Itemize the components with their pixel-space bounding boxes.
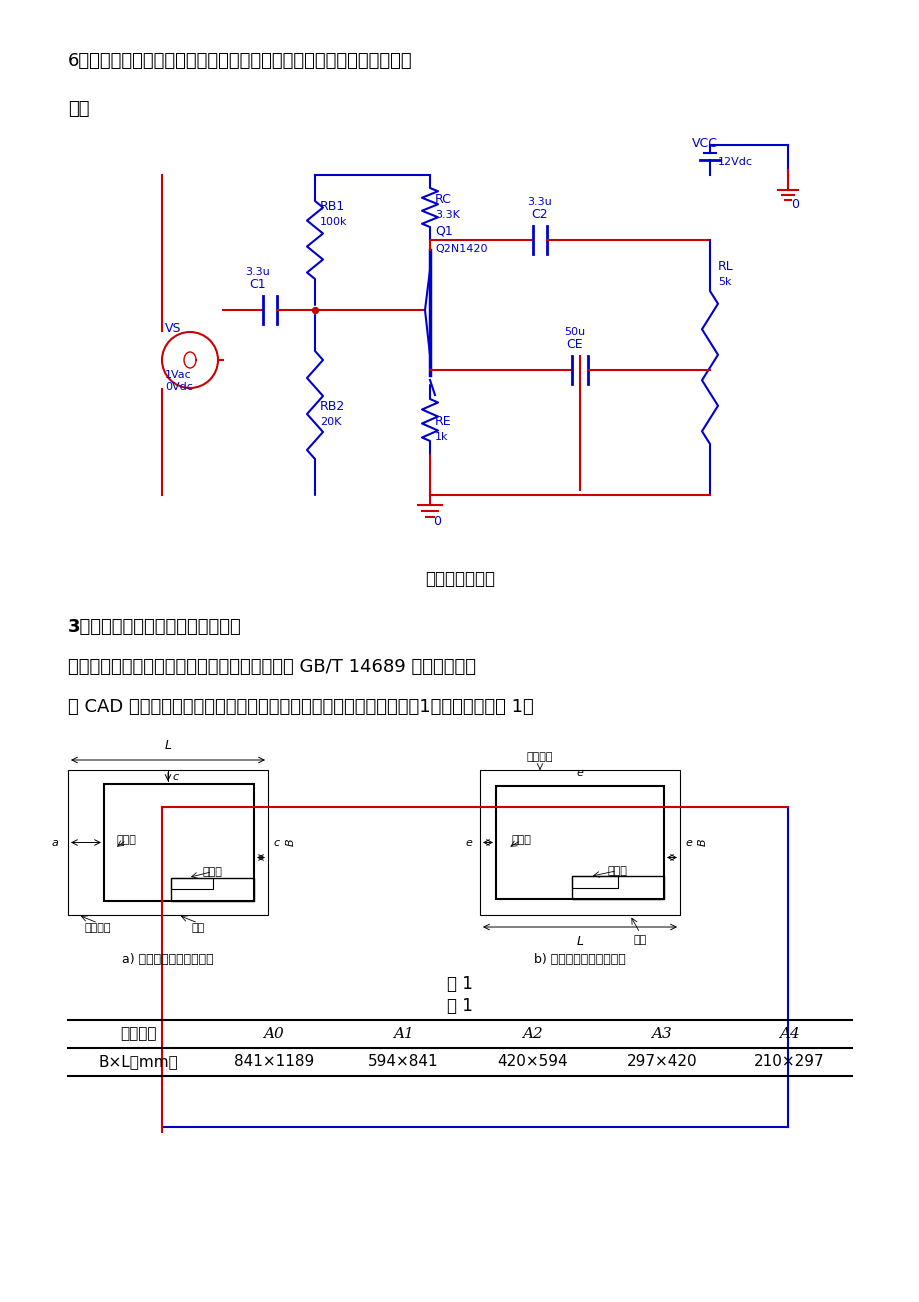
Text: 周边: 周边 [191,923,204,934]
Bar [171,878,254,901]
Text: 共射极放大电路: 共射极放大电路 [425,570,494,589]
Text: B: B [698,838,708,846]
Text: c: c [172,772,178,783]
Bar [571,876,618,888]
Text: 幅面代号: 幅面代号 [120,1026,156,1042]
Text: B: B [286,838,296,846]
Text: 0: 0 [433,516,440,529]
Text: A1: A1 [392,1027,413,1042]
Bar [68,769,267,915]
Text: CE: CE [566,339,583,352]
Text: 841×1189: 841×1189 [233,1055,313,1069]
Text: 420×594: 420×594 [496,1055,567,1069]
Text: 3．理解工程图纸的一般规定和格式: 3．理解工程图纸的一般规定和格式 [68,618,242,635]
Text: 0: 0 [790,198,798,211]
Bar [571,876,664,898]
Text: 1Vac: 1Vac [165,370,191,380]
Text: A3: A3 [651,1027,672,1042]
Text: 210×297: 210×297 [754,1055,823,1069]
Text: 用计算机绘制工程图时，其图纸幅面和格式按照 GB/T 14689 的有关规定。: 用计算机绘制工程图时，其图纸幅面和格式按照 GB/T 14689 的有关规定。 [68,658,475,676]
Text: 6）、最佳不要使用负値电阔、电容和电感，由于她们容易引起不收敛。: 6）、最佳不要使用负値电阔、电容和电感，由于她们容易引起不收敛。 [68,52,413,70]
Text: B×L（mm）: B×L（mm） [98,1055,178,1069]
Text: 表 1: 表 1 [447,997,472,1016]
Text: A2: A2 [522,1027,542,1042]
Text: 3.3u: 3.3u [528,197,551,207]
Text: RE: RE [435,415,451,428]
Text: c: c [273,837,278,848]
Text: VCC: VCC [691,137,717,150]
Text: Q2N1420: Q2N1420 [435,243,487,254]
Text: 12Vdc: 12Vdc [717,158,752,167]
Text: RC: RC [435,193,451,206]
Text: RB1: RB1 [320,201,345,214]
Text: 0Vdc: 0Vdc [165,381,193,392]
Text: 图 1: 图 1 [447,975,472,993]
Text: 在 CAD 工程制图中所用到的有装订边或无装订边的图纸幅面形式见图1。基本尺寸见表 1。: 在 CAD 工程制图中所用到的有装订边或无装订边的图纸幅面形式见图1。基本尺寸见… [68,698,533,716]
Text: VS: VS [165,322,181,335]
Text: 纸边界线: 纸边界线 [85,923,111,934]
Text: 标题栏: 标题栏 [202,867,221,876]
Text: 例：: 例： [68,100,89,118]
Text: 图框线: 图框线 [511,836,530,845]
Text: 297×420: 297×420 [626,1055,697,1069]
Text: 594×841: 594×841 [368,1055,438,1069]
Text: 标题栏: 标题栏 [607,866,626,876]
Text: a) 带有装订边的图纸幅面: a) 带有装订边的图纸幅面 [122,953,213,966]
Text: C2: C2 [531,208,548,221]
Bar [171,878,212,889]
Text: b) 不带装订边的图纸幅面: b) 不带装订边的图纸幅面 [534,953,625,966]
Text: 20K: 20K [320,417,341,427]
Text: 周边: 周边 [632,935,646,945]
Text: 图框线: 图框线 [117,835,136,845]
Bar [495,786,664,898]
Text: 3.3u: 3.3u [245,267,270,277]
Text: e: e [576,768,583,779]
Bar [104,784,254,901]
Text: a: a [51,837,58,848]
Text: A0: A0 [263,1027,284,1042]
Text: RB2: RB2 [320,400,345,413]
Text: RL: RL [717,260,733,273]
Bar [480,769,679,915]
Text: e: e [685,837,691,848]
Text: 5k: 5k [717,277,731,286]
Text: 50u: 50u [564,327,584,337]
Text: 纸边界线: 纸边界线 [527,753,552,762]
Text: 3.3K: 3.3K [435,210,460,220]
Text: C1: C1 [249,279,266,292]
Text: Q1: Q1 [435,225,452,238]
Text: e: e [465,837,471,848]
Text: L: L [165,740,171,753]
Text: A4: A4 [778,1027,799,1042]
Text: 100k: 100k [320,217,347,227]
Text: L: L [576,935,583,948]
Text: 1k: 1k [435,432,448,441]
